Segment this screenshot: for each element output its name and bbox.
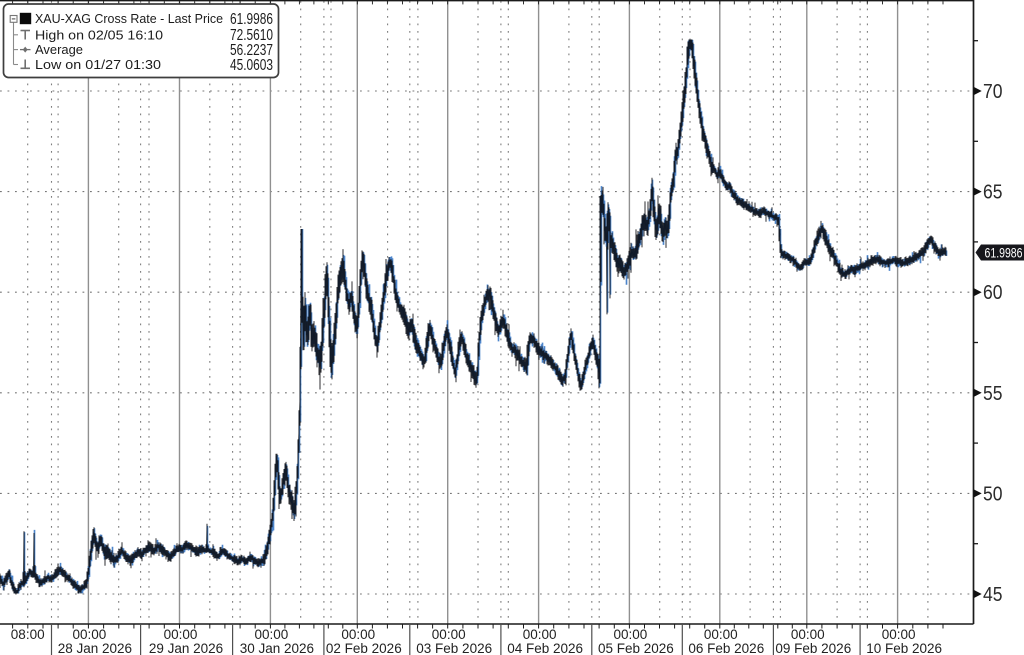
svg-text:00:00: 00:00	[614, 627, 648, 642]
svg-text:00:00: 00:00	[432, 627, 466, 642]
svg-text:00:00: 00:00	[164, 627, 198, 642]
svg-text:00:00: 00:00	[882, 627, 916, 642]
svg-text:72.5610: 72.5610	[230, 27, 273, 44]
svg-text:00:00: 00:00	[704, 627, 738, 642]
svg-text:03 Feb 2026: 03 Feb 2026	[416, 641, 492, 655]
svg-text:00:00: 00:00	[791, 627, 825, 642]
svg-text:60: 60	[983, 282, 1003, 304]
svg-text:29 Jan 2026: 29 Jan 2026	[149, 641, 223, 655]
svg-text:High on 02/05 16:10: High on 02/05 16:10	[35, 27, 163, 42]
svg-text:28 Jan 2026: 28 Jan 2026	[58, 641, 132, 655]
svg-text:65: 65	[983, 182, 1003, 204]
svg-text:45.0603: 45.0603	[230, 57, 273, 74]
svg-text:30 Jan 2026: 30 Jan 2026	[240, 641, 314, 655]
svg-text:09 Feb 2026: 09 Feb 2026	[775, 641, 851, 655]
svg-text:Average: Average	[35, 42, 83, 57]
svg-text:06 Feb 2026: 06 Feb 2026	[688, 641, 764, 655]
svg-text:50: 50	[983, 483, 1003, 505]
svg-text:00:00: 00:00	[523, 627, 557, 642]
svg-text:56.2237: 56.2237	[230, 42, 273, 59]
svg-text:00:00: 00:00	[255, 627, 289, 642]
svg-text:XAU-XAG Cross Rate - Last Pric: XAU-XAG Cross Rate - Last Price	[35, 11, 223, 26]
svg-text:70: 70	[983, 81, 1003, 103]
svg-text:04 Feb 2026: 04 Feb 2026	[507, 641, 583, 655]
svg-text:08:00: 08:00	[11, 627, 45, 642]
svg-text:05 Feb 2026: 05 Feb 2026	[598, 641, 674, 655]
svg-text:61.9986: 61.9986	[230, 11, 273, 28]
svg-text:00:00: 00:00	[341, 627, 375, 642]
svg-text:45: 45	[983, 584, 1003, 606]
svg-text:Low on 01/27 01:30: Low on 01/27 01:30	[35, 57, 161, 72]
svg-text:61.9986: 61.9986	[985, 246, 1023, 261]
svg-text:00:00: 00:00	[73, 627, 107, 642]
svg-text:10 Feb 2026: 10 Feb 2026	[866, 641, 942, 655]
svg-text:02 Feb 2026: 02 Feb 2026	[326, 641, 402, 655]
svg-text:55: 55	[983, 383, 1003, 405]
